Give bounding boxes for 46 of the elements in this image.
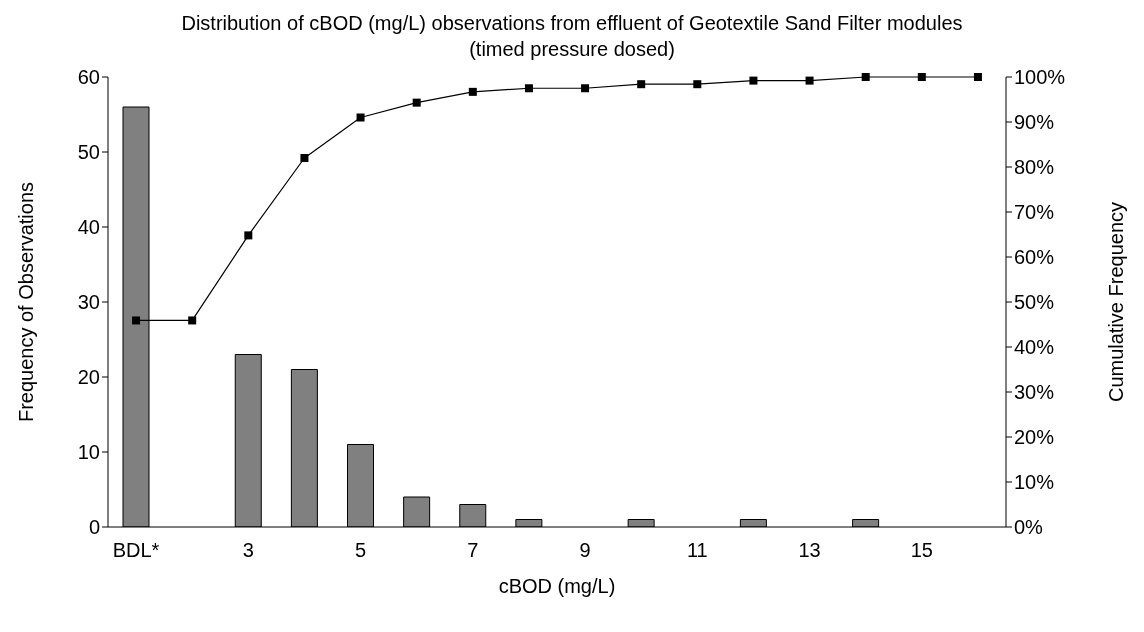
point: [861, 73, 870, 81]
point: [805, 76, 814, 85]
y2-tick-label: 100%: [1014, 66, 1066, 89]
point: [637, 80, 646, 89]
x-tick-label: 9: [579, 539, 591, 562]
point: [300, 154, 309, 162]
y-tick-label: 0: [88, 516, 100, 539]
x-tick-label: 7: [467, 539, 479, 562]
y-tick-label: 30: [77, 291, 100, 314]
point: [973, 73, 982, 81]
point: [524, 84, 533, 93]
x-tick-label: 11: [686, 539, 708, 562]
x-tick-label: 13: [798, 539, 821, 562]
point: [188, 316, 197, 325]
point: [412, 98, 421, 107]
y2-tick-label: 80%: [1014, 156, 1055, 179]
y2-tick-label: 0%: [1014, 516, 1044, 539]
y2-tick-label: 30%: [1014, 381, 1055, 404]
chart-title: Distribution of cBOD (mg/L) observations from effluent of Geotextile Sand Filter modules (timed pressure dosed): [180, 11, 964, 62]
point: [581, 84, 590, 93]
y2-tick-label: 70%: [1014, 201, 1055, 224]
point: [917, 73, 926, 81]
x-tick-label: 5: [355, 539, 367, 562]
y2-tick-label: 10%: [1014, 471, 1055, 494]
y2-tick-label: 90%: [1014, 111, 1055, 134]
y2-axis-title: Cumulative Frequency: [1105, 201, 1128, 403]
y-tick-label: 50: [77, 141, 100, 164]
x-tick-label: 15: [910, 539, 933, 562]
y-tick-label: 20: [77, 366, 100, 389]
point: [749, 76, 758, 85]
x-tick-label: BDL*: [112, 539, 160, 562]
point: [356, 113, 365, 122]
x-tick-label: 3: [242, 539, 254, 562]
point: [244, 231, 253, 240]
y-tick-label: 10: [77, 441, 100, 464]
y-axis-title: Frequency of Observations: [15, 181, 38, 423]
point: [468, 87, 477, 96]
y2-tick-label: 60%: [1014, 246, 1055, 269]
y2-tick-label: 40%: [1014, 336, 1055, 359]
y-tick-label: 40: [77, 216, 100, 239]
point: [693, 80, 702, 89]
point: [132, 316, 141, 325]
x-axis-title: cBOD (mg/L): [498, 575, 616, 597]
y2-tick-label: 20%: [1014, 426, 1055, 449]
y2-tick-label: 50%: [1014, 291, 1055, 314]
y-tick-label: 60: [77, 66, 100, 89]
